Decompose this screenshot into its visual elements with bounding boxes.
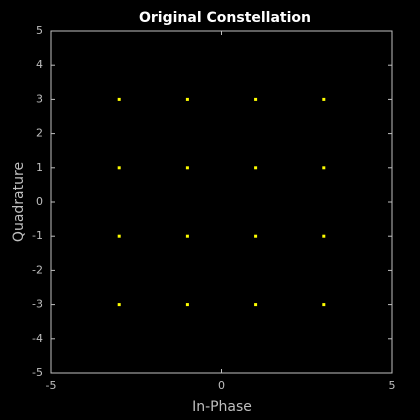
point <box>185 234 189 238</box>
y-axis-label: Quadrature <box>11 162 27 242</box>
point <box>322 234 326 238</box>
y-tick-label: 0 <box>36 195 43 208</box>
point <box>117 234 121 238</box>
x-axis-label: In-Phase <box>192 399 252 415</box>
point <box>117 303 121 307</box>
y-tick-label: 3 <box>36 92 43 105</box>
y-tick-label: -4 <box>32 332 43 345</box>
x-tick-label: 5 <box>389 379 396 392</box>
point <box>322 97 326 101</box>
point <box>117 97 121 101</box>
point <box>117 166 121 170</box>
point <box>254 234 258 238</box>
point <box>254 97 258 101</box>
y-tick-label: -3 <box>32 298 43 311</box>
y-tick-label: 1 <box>36 161 43 174</box>
x-tick-label: 0 <box>218 379 225 392</box>
point <box>254 303 258 307</box>
point <box>254 166 258 170</box>
point <box>185 303 189 307</box>
y-tick-label: -5 <box>32 366 43 379</box>
x-tick-label: -5 <box>46 379 57 392</box>
y-tick-label: 2 <box>36 127 43 140</box>
y-tick-label: 5 <box>36 24 43 37</box>
point <box>322 166 326 170</box>
point <box>185 97 189 101</box>
y-tick-label: -1 <box>32 229 43 242</box>
y-tick-label: -2 <box>32 263 43 276</box>
point <box>185 166 189 170</box>
chart-title: Original Constellation <box>139 10 311 26</box>
point <box>322 303 326 307</box>
y-tick-label: 4 <box>36 58 43 71</box>
